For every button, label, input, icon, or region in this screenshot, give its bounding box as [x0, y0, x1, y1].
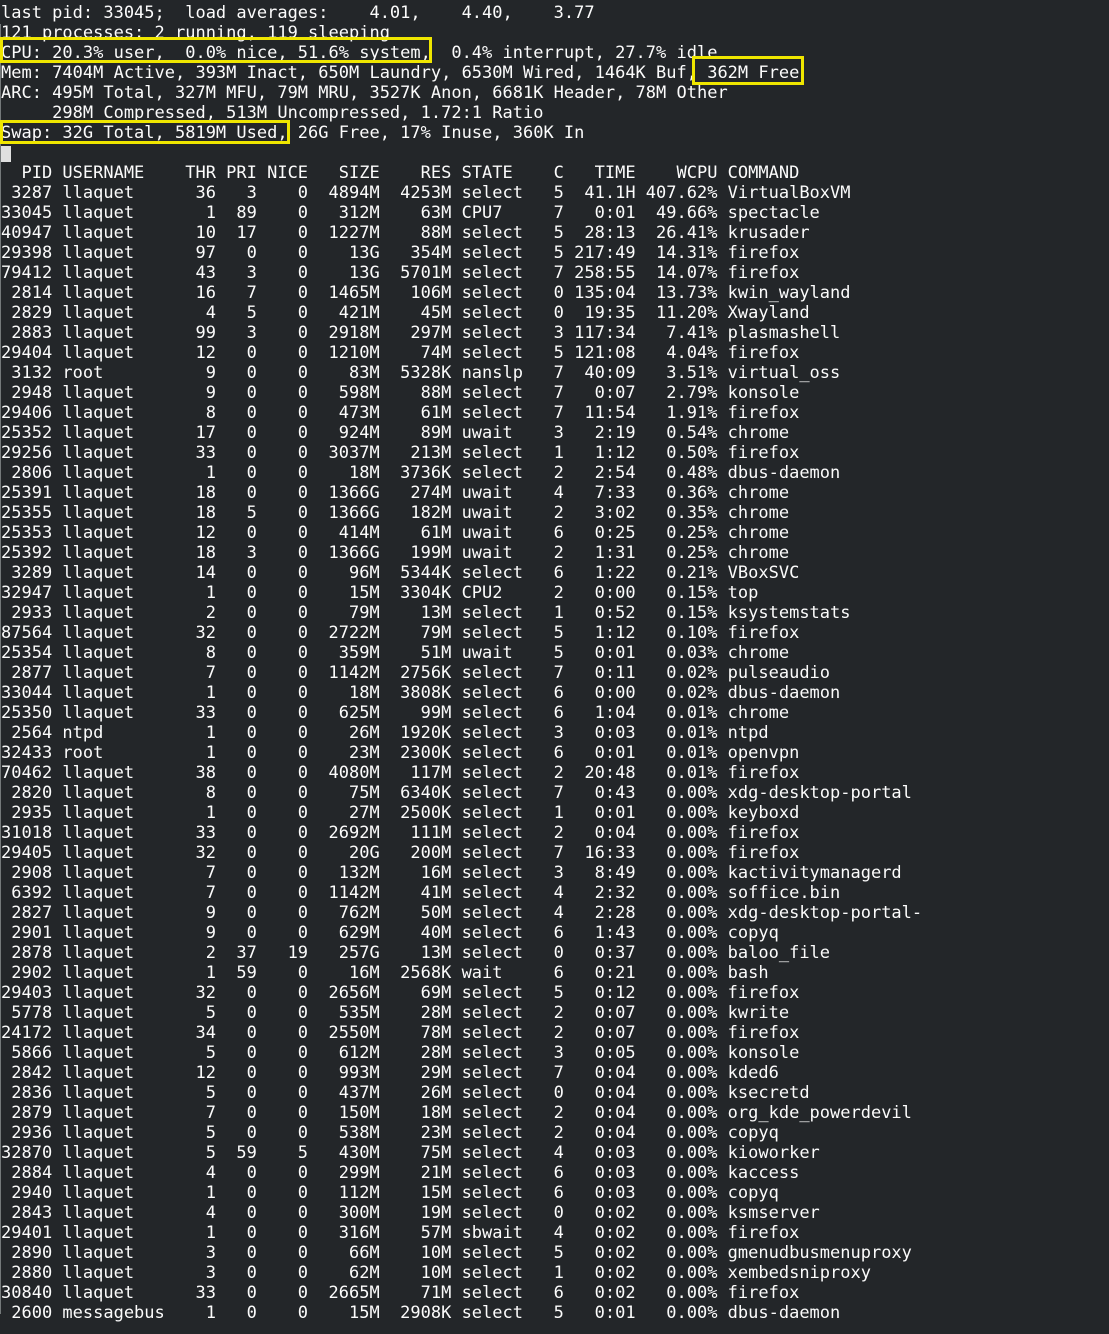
summary-line-1: last pid: 33045; load averages: 4.01, 4.…	[1, 3, 595, 23]
process-row: 87564 llaquet 32 0 0 2722M 79M select 5 …	[1, 623, 800, 643]
summary-line-3: CPU: 20.3% user, 0.0% nice, 51.6% system…	[1, 43, 718, 63]
process-row: 40947 llaquet 10 17 0 1227M 88M select 5…	[1, 223, 810, 243]
process-row: 2564 ntpd 1 0 0 26M 1920K select 3 0:03 …	[1, 723, 769, 743]
process-row: 2814 llaquet 16 7 0 1465M 106M select 0 …	[1, 283, 851, 303]
process-row: 29404 llaquet 12 0 0 1210M 74M select 5 …	[1, 343, 800, 363]
process-row: 29401 llaquet 1 0 0 316M 57M sbwait 4 0:…	[1, 1223, 800, 1243]
process-row: 2820 llaquet 8 0 0 75M 6340K select 7 0:…	[1, 783, 912, 803]
summary-line-2: 121 processes: 2 running, 119 sleeping	[1, 23, 390, 43]
summary-line-4: Mem: 7404M Active, 393M Inact, 650M Laun…	[1, 63, 800, 83]
process-row: 2806 llaquet 1 0 0 18M 3736K select 2 2:…	[1, 463, 841, 483]
process-row: 33045 llaquet 1 89 0 312M 63M CPU7 7 0:0…	[1, 203, 820, 223]
process-row: 6392 llaquet 7 0 0 1142M 41M select 4 2:…	[1, 883, 841, 903]
process-row: 33044 llaquet 1 0 0 18M 3808K select 6 0…	[1, 683, 841, 703]
process-row: 2884 llaquet 4 0 0 299M 21M select 6 0:0…	[1, 1163, 800, 1183]
process-row: 3287 llaquet 36 3 0 4894M 4253M select 5…	[1, 183, 851, 203]
process-row: 32433 root 1 0 0 23M 2300K select 6 0:01…	[1, 743, 800, 763]
process-row: 2843 llaquet 4 0 0 300M 19M select 0 0:0…	[1, 1203, 820, 1223]
summary-line-5: ARC: 495M Total, 327M MFU, 79M MRU, 3527…	[1, 83, 728, 103]
process-row: 2877 llaquet 7 0 0 1142M 2756K select 7 …	[1, 663, 831, 683]
process-row: 2878 llaquet 2 37 19 257G 13M select 0 0…	[1, 943, 831, 963]
process-row: 25354 llaquet 8 0 0 359M 51M uwait 5 0:0…	[1, 643, 790, 663]
process-row: 2933 llaquet 2 0 0 79M 13M select 1 0:52…	[1, 603, 851, 623]
process-row: 2948 llaquet 9 0 0 598M 88M select 7 0:0…	[1, 383, 800, 403]
process-table-header: PID USERNAME THR PRI NICE SIZE RES STATE…	[1, 163, 800, 183]
process-row: 2600 messagebus 1 0 0 15M 2908K select 5…	[1, 1303, 841, 1323]
process-row: 2940 llaquet 1 0 0 112M 15M select 6 0:0…	[1, 1183, 779, 1203]
process-row: 3289 llaquet 14 0 0 96M 5344K select 6 1…	[1, 563, 800, 583]
process-row: 29398 llaquet 97 0 0 13G 354M select 5 2…	[1, 243, 800, 263]
process-row: 2890 llaquet 3 0 0 66M 10M select 5 0:02…	[1, 1243, 912, 1263]
process-row: 31018 llaquet 33 0 0 2692M 111M select 2…	[1, 823, 800, 843]
process-row: 2827 llaquet 9 0 0 762M 50M select 4 2:2…	[1, 903, 923, 923]
process-row: 2902 llaquet 1 59 0 16M 2568K wait 6 0:2…	[1, 963, 769, 983]
process-row: 5866 llaquet 5 0 0 612M 28M select 3 0:0…	[1, 1043, 800, 1063]
process-row: 2836 llaquet 5 0 0 437M 26M select 0 0:0…	[1, 1083, 810, 1103]
process-row: 29256 llaquet 33 0 0 3037M 213M select 1…	[1, 443, 800, 463]
process-row: 25355 llaquet 18 5 0 1366G 182M uwait 2 …	[1, 503, 790, 523]
process-row: 30840 llaquet 33 0 0 2665M 71M select 6 …	[1, 1283, 800, 1303]
process-row: 2879 llaquet 7 0 0 150M 18M select 2 0:0…	[1, 1103, 912, 1123]
process-row: 29403 llaquet 32 0 0 2656M 69M select 5 …	[1, 983, 800, 1003]
process-row: 3132 root 9 0 0 83M 5328K nanslp 7 40:09…	[1, 363, 841, 383]
text-cursor	[1, 146, 11, 162]
process-row: 2935 llaquet 1 0 0 27M 2500K select 1 0:…	[1, 803, 800, 823]
process-row: 29405 llaquet 32 0 0 20G 200M select 7 1…	[1, 843, 800, 863]
scrollbar-track[interactable]	[0, 24, 1, 1314]
process-row: 25352 llaquet 17 0 0 924M 89M uwait 3 2:…	[1, 423, 790, 443]
process-row: 2883 llaquet 99 3 0 2918M 297M select 3 …	[1, 323, 841, 343]
process-row: 2880 llaquet 3 0 0 62M 10M select 1 0:02…	[1, 1263, 871, 1283]
process-row: 25353 llaquet 12 0 0 414M 61M uwait 6 0:…	[1, 523, 790, 543]
process-row: 32947 llaquet 1 0 0 15M 3304K CPU2 2 0:0…	[1, 583, 759, 603]
process-row: 29406 llaquet 8 0 0 473M 61M select 7 11…	[1, 403, 800, 423]
process-row: 32870 llaquet 5 59 5 430M 75M select 4 0…	[1, 1143, 820, 1163]
process-row: 2936 llaquet 5 0 0 538M 23M select 2 0:0…	[1, 1123, 779, 1143]
process-row: 25392 llaquet 18 3 0 1366G 199M uwait 2 …	[1, 543, 790, 563]
process-row: 70462 llaquet 38 0 0 4080M 117M select 2…	[1, 763, 800, 783]
process-row: 79412 llaquet 43 3 0 13G 5701M select 7 …	[1, 263, 800, 283]
process-row: 2908 llaquet 7 0 0 132M 16M select 3 8:4…	[1, 863, 902, 883]
process-row: 5778 llaquet 5 0 0 535M 28M select 2 0:0…	[1, 1003, 790, 1023]
system-summary: last pid: 33045; load averages: 4.01, 4.…	[1, 3, 1109, 143]
cursor-line	[1, 143, 1109, 163]
process-row: 25391 llaquet 18 0 0 1366G 274M uwait 4 …	[1, 483, 790, 503]
summary-line-6: 298M Compressed, 513M Uncompressed, 1.72…	[1, 103, 544, 123]
process-row: 24172 llaquet 34 0 0 2550M 78M select 2 …	[1, 1023, 800, 1043]
summary-line-7: Swap: 32G Total, 5819M Used, 26G Free, 1…	[1, 123, 585, 143]
process-row: 25350 llaquet 33 0 0 625M 99M select 6 1…	[1, 703, 790, 723]
process-row: 2901 llaquet 9 0 0 629M 40M select 6 1:4…	[1, 923, 779, 943]
process-row: 2829 llaquet 4 5 0 421M 45M select 0 19:…	[1, 303, 810, 323]
process-row: 2842 llaquet 12 0 0 993M 29M select 7 0:…	[1, 1063, 779, 1083]
process-table: 3287 llaquet 36 3 0 4894M 4253M select 5…	[1, 183, 1109, 1323]
